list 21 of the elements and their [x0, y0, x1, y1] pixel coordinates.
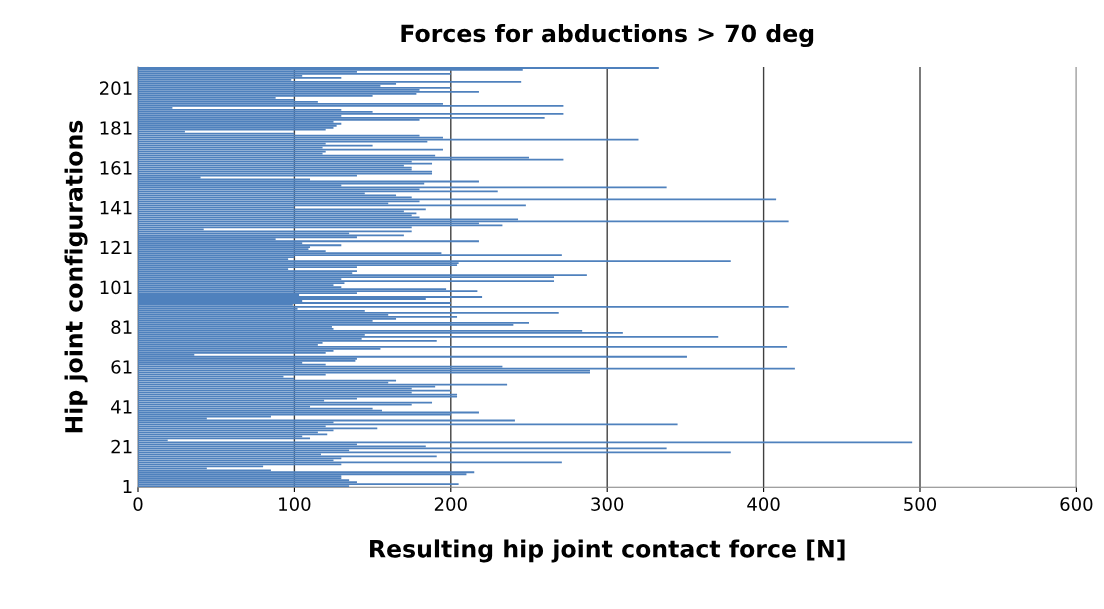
- y-axis-title: Hip joint configurations: [64, 120, 88, 433]
- x-tick-label: 100: [279, 497, 311, 511]
- y-tick-label: 181: [100, 121, 132, 135]
- x-tick-label: 0: [133, 497, 143, 511]
- y-tick-label: 101: [100, 280, 132, 295]
- y-tick-label: 61: [111, 360, 132, 374]
- y-tick-label: 201: [100, 81, 132, 96]
- y-tick-label: 81: [111, 320, 132, 334]
- y-tick-label: 141: [100, 201, 132, 215]
- x-tick-label: 500: [904, 497, 937, 511]
- x-tick-label: 300: [591, 497, 624, 511]
- y-tick-label: 41: [111, 400, 132, 414]
- x-axis-title: Resulting hip joint contact force [N]: [370, 539, 845, 563]
- y-tick-label: 21: [111, 439, 132, 454]
- chart-title: Forces for abductions > 70 deg: [401, 24, 814, 48]
- y-tick-label: 161: [100, 161, 132, 175]
- x-tick-label: 600: [1060, 497, 1093, 511]
- y-tick-label: 1: [123, 479, 132, 494]
- y-tick-label: 121: [100, 240, 132, 255]
- x-tick-label: 200: [434, 497, 467, 511]
- x-tick-label: 400: [747, 497, 780, 511]
